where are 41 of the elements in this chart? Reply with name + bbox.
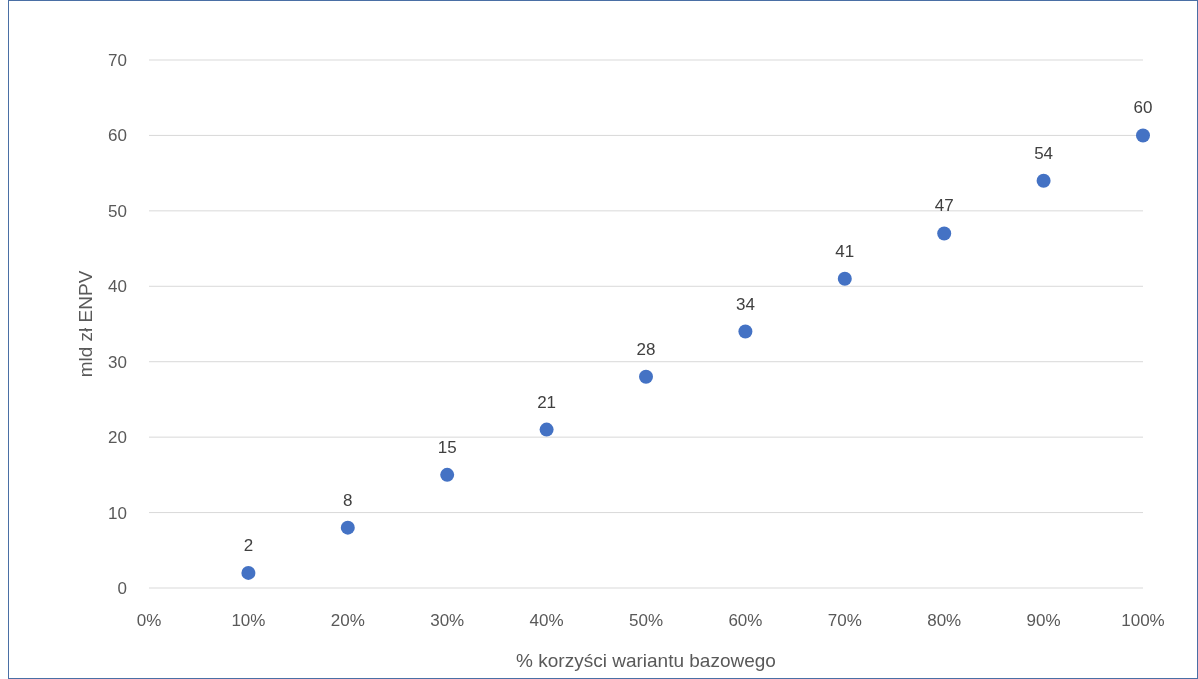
x-tick-label: 10% <box>231 611 266 630</box>
data-label: 54 <box>1034 143 1054 163</box>
x-tick-label: 100% <box>1121 611 1165 630</box>
point <box>241 565 256 580</box>
data-label: 60 <box>1133 98 1153 118</box>
x-tick-label: 50% <box>628 611 664 630</box>
point <box>639 369 653 384</box>
data-label: 41 <box>835 241 855 261</box>
point <box>539 422 554 437</box>
y-tick-label: 70 <box>108 50 127 70</box>
x-tick-label: 20% <box>330 611 365 630</box>
data-label: 34 <box>735 294 755 314</box>
y-tick-label: 60 <box>108 126 127 146</box>
point <box>738 324 753 339</box>
data-label: 8 <box>343 490 353 510</box>
y-tick-label: 0 <box>117 578 127 598</box>
data-label: 21 <box>537 392 557 412</box>
x-tick-label: 0% <box>136 611 162 630</box>
y-tick-label: 40 <box>108 277 127 297</box>
point <box>937 226 952 241</box>
x-tick-label: 80% <box>927 611 962 630</box>
point <box>340 520 355 535</box>
data-label: 28 <box>636 339 656 359</box>
x-tick-label: 70% <box>827 611 862 630</box>
data-label: 2 <box>243 535 254 555</box>
point <box>440 467 455 482</box>
y-tick-label: 50 <box>108 201 127 221</box>
y-tick-label: 10 <box>108 503 127 523</box>
x-tick-label: 40% <box>529 611 564 630</box>
data-label: 15 <box>437 437 457 457</box>
y-axis-title: mld zł ENPV <box>75 270 96 378</box>
point <box>1036 173 1051 188</box>
x-tick-label: 90% <box>1026 611 1061 630</box>
y-tick-label: 30 <box>108 352 127 372</box>
x-tick-label: 60% <box>728 611 763 630</box>
point <box>1136 128 1150 143</box>
y-tick-label: 20 <box>108 428 127 448</box>
x-axis-title: % korzyści wariantu bazowego <box>516 650 776 671</box>
data-label: 47 <box>934 196 954 216</box>
point <box>837 271 852 286</box>
x-tick-label: 30% <box>430 611 465 630</box>
